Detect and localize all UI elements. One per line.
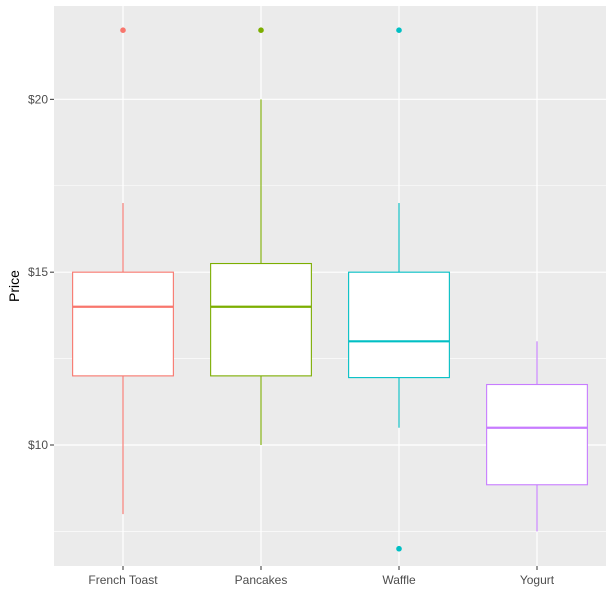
outlier-point xyxy=(258,27,264,33)
box-pancakes xyxy=(210,27,312,446)
y-axis-title: Price xyxy=(6,270,22,302)
x-tick-label: Waffle xyxy=(382,573,416,587)
outlier-point xyxy=(396,27,402,33)
iqr-box xyxy=(72,271,174,377)
y-tick-label: $20 xyxy=(28,92,48,106)
outlier-point xyxy=(396,545,402,552)
iqr-box xyxy=(486,383,588,486)
y-axis-ticks: $10 $15 $20 xyxy=(28,92,54,452)
box-waffle xyxy=(348,27,450,552)
x-tick-label: Pancakes xyxy=(235,573,288,587)
x-tick-label: French Toast xyxy=(88,573,158,587)
y-tick-label: $15 xyxy=(28,265,48,279)
x-axis-ticks: French Toast Pancakes Waffle Yogurt xyxy=(88,566,555,587)
box-yogurt xyxy=(486,341,588,532)
y-tick-label: $10 xyxy=(28,438,48,452)
outlier-point xyxy=(120,27,126,33)
iqr-box xyxy=(210,262,312,377)
iqr-box xyxy=(348,271,450,379)
x-tick-label: Yogurt xyxy=(520,573,555,587)
box-series xyxy=(72,27,588,552)
box-french-toast xyxy=(72,27,174,515)
